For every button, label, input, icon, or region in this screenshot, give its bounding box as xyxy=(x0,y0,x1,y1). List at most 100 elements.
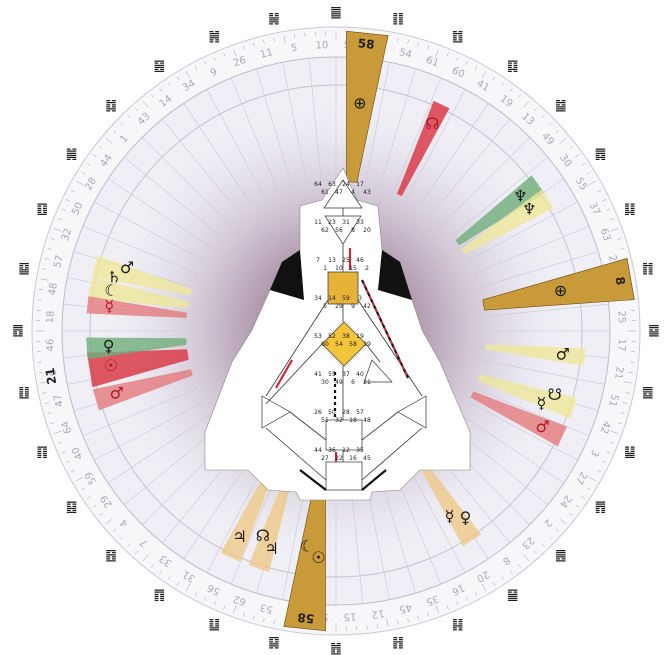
tick-mark xyxy=(253,615,255,620)
tick-mark xyxy=(610,430,618,434)
planet-bar xyxy=(414,454,482,547)
tick-mark xyxy=(623,402,628,404)
bodygraph-gate-number: 4 xyxy=(351,189,355,196)
planet-glyph: ☾ xyxy=(300,537,314,556)
tick-mark xyxy=(40,278,49,281)
planet-glyph: ♂ xyxy=(110,383,124,402)
planet-bar xyxy=(397,100,450,197)
spoke xyxy=(94,401,204,461)
tick-mark xyxy=(407,39,409,44)
bodygraph-gate-number: 51 xyxy=(321,417,329,424)
tick-mark xyxy=(233,49,237,57)
hexagram-glyph: ䷇ xyxy=(642,261,654,276)
bodygraph-gate-number: 3 xyxy=(358,295,362,302)
tick-mark xyxy=(87,163,91,166)
hexagram-glyph: ䷐ xyxy=(330,642,342,655)
spoke xyxy=(124,156,221,237)
tick-mark xyxy=(263,39,265,44)
gate-number: 53 xyxy=(259,601,274,615)
gate-number: 63 xyxy=(597,227,612,243)
spoke xyxy=(82,388,198,437)
gate-number: 42 xyxy=(597,419,612,435)
bodygraph-gate-number: 25 xyxy=(342,257,350,264)
planet-glyph: ☾ xyxy=(104,281,118,300)
bodygraph-gate-number: 42 xyxy=(363,303,371,310)
bodygraph-gate-number: 14 xyxy=(328,295,336,302)
tick-mark xyxy=(606,208,611,211)
hexagram-glyph: ䷜ xyxy=(105,99,117,114)
bodygraph-gate-number: 6 xyxy=(351,379,355,386)
tick-mark xyxy=(575,504,579,508)
spoke xyxy=(460,414,564,484)
spoke xyxy=(468,201,578,261)
gate-number: 35 xyxy=(424,592,440,607)
bodygraph-gate-number: 52 xyxy=(328,333,336,340)
hexagram-glyph: ䷂ xyxy=(452,30,464,45)
tick-mark xyxy=(253,42,255,47)
tick-mark xyxy=(44,258,49,260)
bodygraph-gate-number: 53 xyxy=(314,333,322,340)
bodygraph-gate-number: 64 xyxy=(314,181,322,188)
gate-number: 9 xyxy=(209,67,219,80)
gate-number: 62 xyxy=(232,592,248,607)
tick-mark xyxy=(481,583,487,591)
spoke xyxy=(206,463,266,573)
hexagram-glyph: ䷕ xyxy=(66,500,78,515)
spoke xyxy=(282,62,308,184)
hexagram-glyphs: ䷀ ䷁䷂䷃䷄䷅䷆䷇䷈䷉䷊䷋䷌䷍䷎䷏ ䷐ ䷑ ䷒ ䷓ ䷔ ䷕ ䷖ ䷗ ䷘ ䷙ ䷚ ䷛ ䷜ ䷝ ䷞ ䷟ xyxy=(12,6,660,655)
spoke xyxy=(230,77,279,193)
tick-mark xyxy=(159,88,163,92)
spoke xyxy=(406,89,466,199)
hexagram-glyph: ䷚ xyxy=(36,202,48,217)
tick-mark xyxy=(523,554,530,561)
bodygraph-gate-number: 17 xyxy=(356,181,364,188)
spoke xyxy=(94,201,204,261)
spoke xyxy=(108,414,212,484)
bodygraph-gate-number: 60 xyxy=(321,341,329,348)
tick-mark xyxy=(586,487,591,491)
tick-mark xyxy=(61,451,66,454)
bodygraph-gate-number: 18 xyxy=(349,417,357,424)
gate-number: 21 xyxy=(612,366,625,380)
bodygraph-gate-number: 28 xyxy=(342,409,350,416)
bodygraph-gate-number: 27 xyxy=(321,455,329,462)
planet-glyph: ☊ xyxy=(256,526,270,545)
gate-number: 8 xyxy=(500,554,512,567)
throat-center xyxy=(327,271,359,305)
planet-glyph: ☿ xyxy=(104,297,114,316)
tick-mark xyxy=(541,543,545,547)
hexagram-glyph: ䷊ xyxy=(624,445,636,460)
tick-mark xyxy=(38,289,43,291)
tick-mark xyxy=(283,35,286,44)
tick-mark xyxy=(273,620,275,625)
tick-mark xyxy=(151,564,154,568)
planet-bar xyxy=(346,30,389,183)
spoke xyxy=(419,103,489,207)
tick-mark xyxy=(407,618,409,623)
heart-center xyxy=(363,359,393,383)
tick-mark xyxy=(76,180,84,186)
tick-mark xyxy=(76,476,84,482)
bodygraph-gate-number: 23 xyxy=(328,219,336,226)
spoke xyxy=(142,137,231,226)
tick-mark xyxy=(397,37,399,42)
tick-mark xyxy=(47,248,52,250)
bodygraph-gate-number: 48 xyxy=(363,417,371,424)
hexagram-glyph: ䷔ xyxy=(105,548,117,563)
bodygraph-gate-number: 9 xyxy=(351,303,355,310)
tick-mark xyxy=(588,180,596,186)
tick-mark xyxy=(427,612,429,617)
tick-mark xyxy=(376,624,378,629)
tick-mark xyxy=(93,504,97,508)
tick-mark xyxy=(81,487,86,491)
gate-number: 26 xyxy=(232,55,248,70)
bodygraph-gate-number: 37 xyxy=(342,371,350,378)
tick-mark xyxy=(575,154,579,158)
planet-glyph: ♄ xyxy=(107,268,121,287)
gate-number: 17 xyxy=(615,338,627,351)
spoke xyxy=(108,178,212,248)
gate-number: 45 xyxy=(398,601,413,615)
planet-glyph: ⊕ xyxy=(353,94,366,113)
tick-mark xyxy=(99,513,103,516)
bodygraph-gate-number: 50 xyxy=(328,409,336,416)
